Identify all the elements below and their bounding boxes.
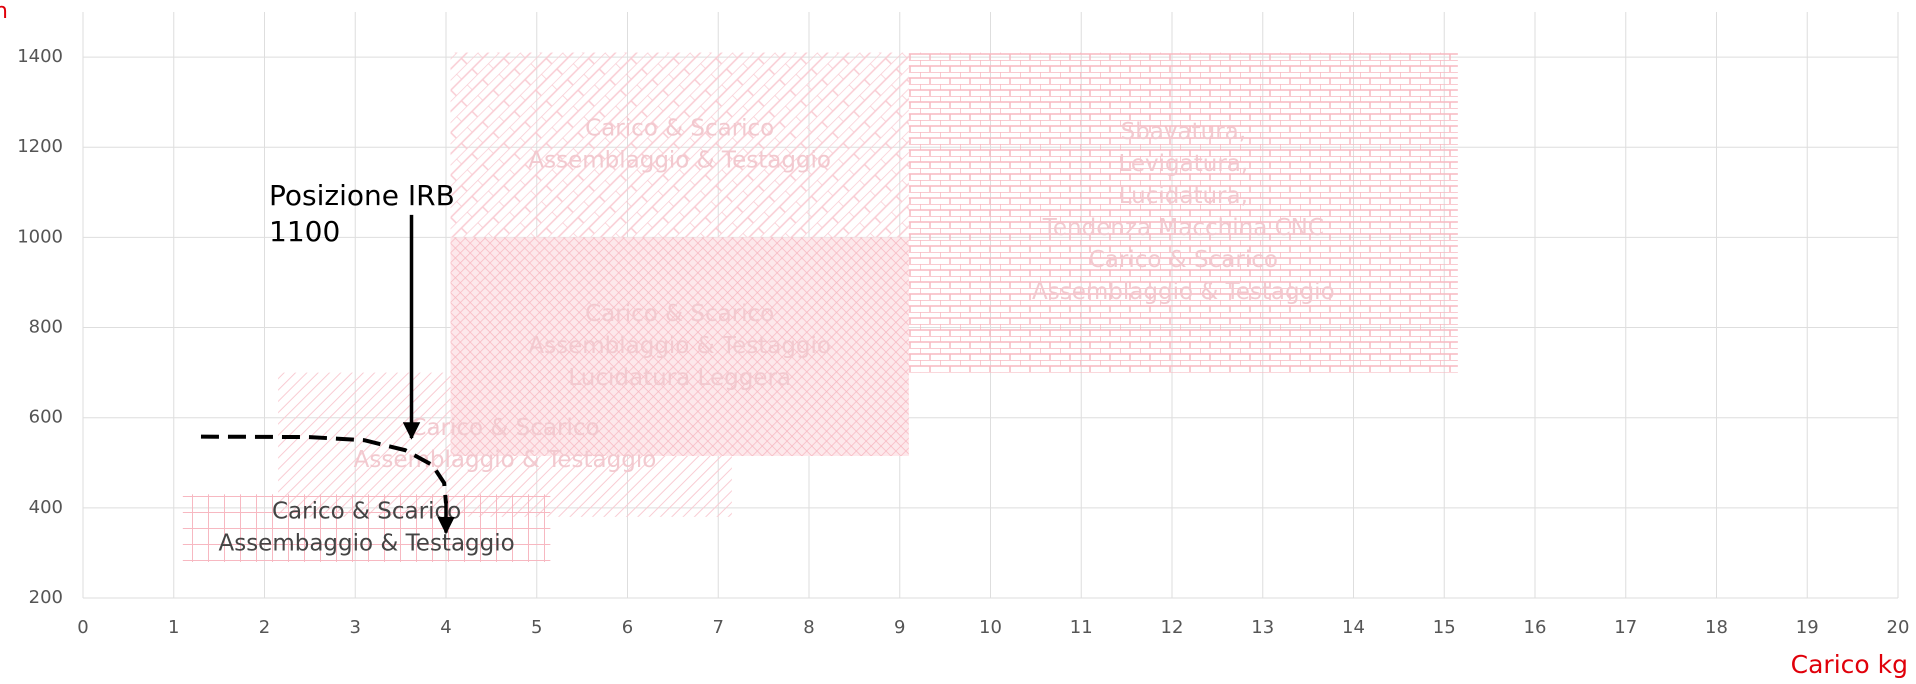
- region-label: Sbavatura,: [1121, 119, 1246, 145]
- region-label: Carico & Scarico: [1089, 247, 1278, 273]
- x-tick-label: 15: [1433, 617, 1456, 638]
- x-tick-label: 19: [1796, 617, 1819, 638]
- x-tick-label: 5: [531, 617, 542, 638]
- region: [450, 52, 909, 238]
- x-tick-label: 6: [622, 617, 633, 638]
- region-label: Lucidatura Leggera: [568, 365, 791, 391]
- y-tick-label: 600: [29, 407, 63, 428]
- x-tick-label: 14: [1342, 617, 1365, 638]
- x-tick-label: 16: [1524, 617, 1547, 638]
- y-tick-label: 1400: [17, 46, 63, 67]
- x-tick-label: 8: [803, 617, 814, 638]
- region-label: Levigatura,: [1118, 151, 1248, 177]
- x-tick-label: 4: [440, 617, 451, 638]
- x-tick-label: 10: [979, 617, 1002, 638]
- x-tick-label: 18: [1705, 617, 1728, 638]
- region-label: Carico & Scarico: [410, 415, 599, 441]
- region-label: Assemblaggio & Testaggio: [528, 333, 831, 359]
- region: [182, 494, 551, 562]
- region-label: Tendenza Macchina CNC: [1042, 215, 1324, 241]
- x-tick-label: 9: [894, 617, 905, 638]
- dashed-curve: [200, 434, 448, 504]
- region-label: Assemblaggio & Testaggio: [354, 447, 657, 473]
- x-tick-label: 3: [350, 617, 361, 638]
- region-label: Assembaggio & Testaggio: [218, 531, 514, 557]
- y-axis-label: n: [0, 0, 8, 24]
- x-tick-label: 2: [259, 617, 270, 638]
- region-label: Carico & Scarico: [272, 499, 461, 525]
- x-axis-label: Carico kg: [1791, 650, 1908, 679]
- x-tick-label: 0: [77, 617, 88, 638]
- y-tick-label: 1000: [17, 226, 63, 247]
- region-label: Assemblaggio & Testaggio: [1032, 279, 1335, 305]
- y-tick-label: 400: [29, 497, 63, 518]
- region: [450, 237, 909, 457]
- y-tick-label: 1200: [17, 136, 63, 157]
- y-tick-label: 200: [29, 587, 63, 608]
- x-tick-label: 13: [1251, 617, 1274, 638]
- x-tick-label: 11: [1070, 617, 1093, 638]
- region-label: Lucidatura,: [1119, 183, 1248, 209]
- annotation: Posizione IRB: [269, 179, 455, 212]
- x-tick-label: 12: [1161, 617, 1184, 638]
- region: [908, 52, 1458, 373]
- region-label: Carico & Scarico: [585, 115, 774, 141]
- annotation: 1100: [269, 215, 340, 248]
- region-label: Assemblaggio & Testaggio: [528, 147, 831, 173]
- x-tick-label: 1: [168, 617, 179, 638]
- y-tick-label: 800: [29, 317, 63, 338]
- x-tick-label: 7: [713, 617, 724, 638]
- x-tick-label: 20: [1887, 617, 1910, 638]
- region-label: Carico & Scarico: [585, 301, 774, 327]
- x-tick-label: 17: [1614, 617, 1637, 638]
